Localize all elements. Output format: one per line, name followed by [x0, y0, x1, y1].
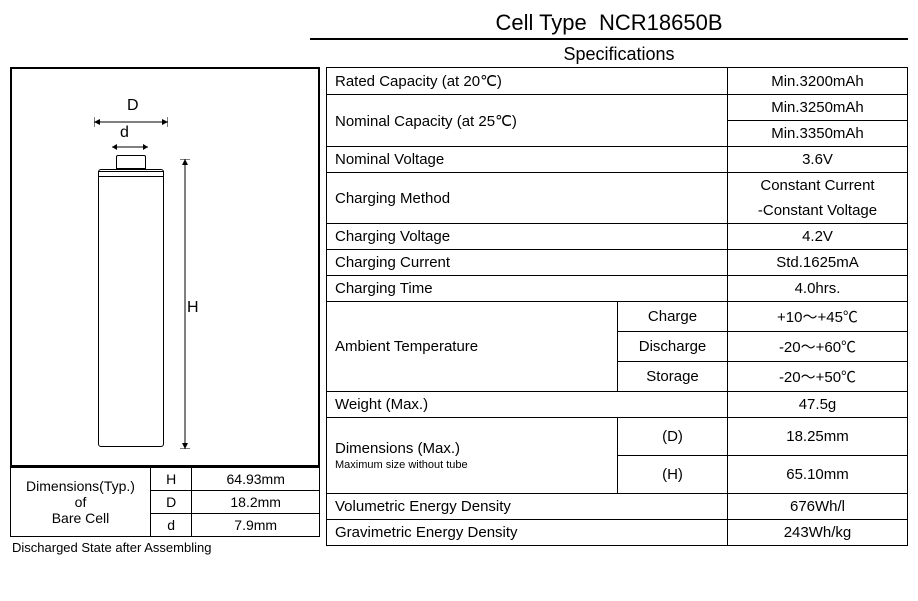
spec-value: 65.10mm: [728, 456, 908, 494]
spec-value: Std.1625mA: [728, 250, 908, 276]
spec-value: Min.3350mAh: [728, 121, 908, 147]
dim-value: 7.9mm: [192, 514, 320, 537]
spec-value: -20～+50℃: [728, 362, 908, 392]
spec-value: 243Wh/kg: [728, 520, 908, 546]
dim-value: 18.2mm: [192, 491, 320, 514]
header: Cell Type NCR18650B: [310, 10, 908, 40]
discharged-note: Discharged State after Assembling: [10, 537, 320, 558]
spec-sublabel: Storage: [618, 362, 728, 392]
spec-heading: Specifications: [330, 44, 908, 65]
spec-sublabel: (H): [618, 456, 728, 494]
spec-column: Rated Capacity (at 20℃) Min.3200mAh Nomi…: [326, 67, 908, 558]
dim-key: H: [151, 468, 192, 491]
dim-typ-label: Dimensions(Typ.) of Bare Cell: [11, 468, 151, 537]
spec-value: 4.2V: [728, 224, 908, 250]
table-row: Dimensions (Max.) Maximum size without t…: [327, 418, 908, 456]
title-value: NCR18650B: [599, 10, 723, 35]
spec-label: Volumetric Energy Density: [327, 494, 728, 520]
spec-label: Weight (Max.): [327, 392, 728, 418]
spec-value: Constant Current: [728, 173, 908, 199]
table-row: Ambient Temperature Charge +10～+45℃: [327, 302, 908, 332]
spec-label: Charging Voltage: [327, 224, 728, 250]
spec-value: 3.6V: [728, 147, 908, 173]
spec-value: 4.0hrs.: [728, 276, 908, 302]
dim-value: 64.93mm: [192, 468, 320, 491]
spec-sublabel: (D): [618, 418, 728, 456]
left-column: D d H Dimensions(Typ.) of Bare Cell H 64…: [10, 67, 320, 558]
dimension-arrow-H: [180, 159, 190, 449]
table-row: Rated Capacity (at 20℃) Min.3200mAh: [327, 68, 908, 95]
spec-subnote: Maximum size without tube: [335, 459, 609, 471]
spec-value: 676Wh/l: [728, 494, 908, 520]
table-row: Charging Current Std.1625mA: [327, 250, 908, 276]
spec-label: Rated Capacity (at 20℃): [327, 68, 728, 95]
spec-value: 47.5g: [728, 392, 908, 418]
table-row: Nominal Capacity (at 25℃) Min.3250mAh: [327, 95, 908, 121]
dimension-arrow-d: [112, 143, 148, 151]
dimension-label-d: d: [120, 124, 129, 142]
spec-value: Min.3200mAh: [728, 68, 908, 95]
dim-key: d: [151, 514, 192, 537]
specifications-table: Rated Capacity (at 20℃) Min.3200mAh Nomi…: [326, 67, 908, 546]
spec-label: Dimensions (Max.) Maximum size without t…: [327, 418, 618, 494]
table-row: Nominal Voltage 3.6V: [327, 147, 908, 173]
spec-value: -Constant Voltage: [728, 198, 908, 224]
spec-label: Gravimetric Energy Density: [327, 520, 728, 546]
spec-value: -20～+60℃: [728, 332, 908, 362]
dimension-label-D: D: [127, 97, 139, 115]
table-row: Weight (Max.) 47.5g: [327, 392, 908, 418]
spec-sublabel: Charge: [618, 302, 728, 332]
main-layout: D d H Dimensions(Typ.) of Bare Cell H 64…: [10, 67, 908, 558]
dimensions-typ-table: Dimensions(Typ.) of Bare Cell H 64.93mm …: [10, 467, 320, 537]
table-row: Charging Voltage 4.2V: [327, 224, 908, 250]
cell-terminal: [116, 155, 146, 169]
dimension-arrow-D: [94, 117, 168, 127]
dim-key: D: [151, 491, 192, 514]
spec-label: Nominal Capacity (at 25℃): [327, 95, 728, 147]
table-row: Volumetric Energy Density 676Wh/l: [327, 494, 908, 520]
spec-label: Charging Current: [327, 250, 728, 276]
spec-value: Min.3250mAh: [728, 95, 908, 121]
spec-label: Charging Time: [327, 276, 728, 302]
spec-label: Nominal Voltage: [327, 147, 728, 173]
spec-value: 18.25mm: [728, 418, 908, 456]
table-row: Charging Method Constant Current: [327, 173, 908, 199]
table-row: Dimensions(Typ.) of Bare Cell H 64.93mm: [11, 468, 320, 491]
cell-diagram: D d H: [10, 67, 320, 467]
spec-sublabel: Discharge: [618, 332, 728, 362]
table-row: Charging Time 4.0hrs.: [327, 276, 908, 302]
table-row: Gravimetric Energy Density 243Wh/kg: [327, 520, 908, 546]
spec-label: Charging Method: [327, 173, 728, 224]
spec-label: Ambient Temperature: [327, 302, 618, 392]
title-prefix: Cell Type: [495, 10, 586, 35]
cell-type-title: Cell Type NCR18650B: [310, 10, 908, 38]
spec-value: +10～+45℃: [728, 302, 908, 332]
title-underline: [310, 38, 908, 40]
cell-neck: [98, 171, 164, 177]
cell-body: [98, 169, 164, 447]
